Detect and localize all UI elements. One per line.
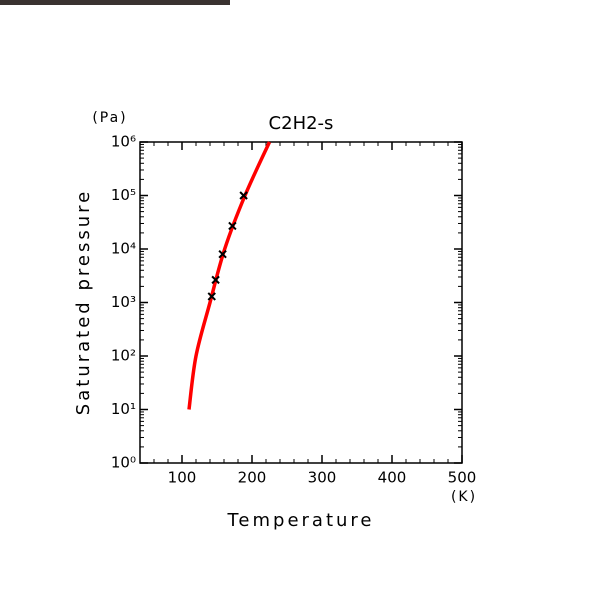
y-tick-label: 10⁴	[111, 240, 136, 258]
chart-title: C2H2-s	[269, 113, 334, 134]
plot-frame	[139, 141, 463, 464]
y-tick-label: 10¹	[111, 400, 136, 418]
marker	[207, 292, 216, 301]
x-tick-label: 400	[378, 469, 407, 487]
x-tick-label: 200	[238, 469, 267, 487]
marker	[211, 275, 220, 285]
y-tick-label: 10⁰	[111, 454, 136, 472]
marker	[228, 221, 237, 231]
y-tick-label: 10⁵	[111, 186, 136, 204]
y-tick-label: 10³	[111, 293, 136, 311]
x-unit: (K)	[451, 489, 477, 505]
marker	[218, 249, 227, 259]
x-tick-label: 300	[308, 469, 337, 487]
y-tick-label: 10²	[111, 347, 136, 365]
y-tick-label: 10⁶	[111, 133, 136, 151]
marker	[239, 191, 248, 200]
x-tick-label: 500	[448, 469, 477, 487]
x-axis-label: Temperature	[226, 510, 374, 531]
window-edge	[0, 0, 230, 5]
x-tick-label: 100	[168, 469, 197, 487]
y-unit: (Pa)	[92, 110, 127, 126]
y-axis-label: Saturated pressure	[73, 189, 94, 415]
curve	[187, 141, 272, 410]
